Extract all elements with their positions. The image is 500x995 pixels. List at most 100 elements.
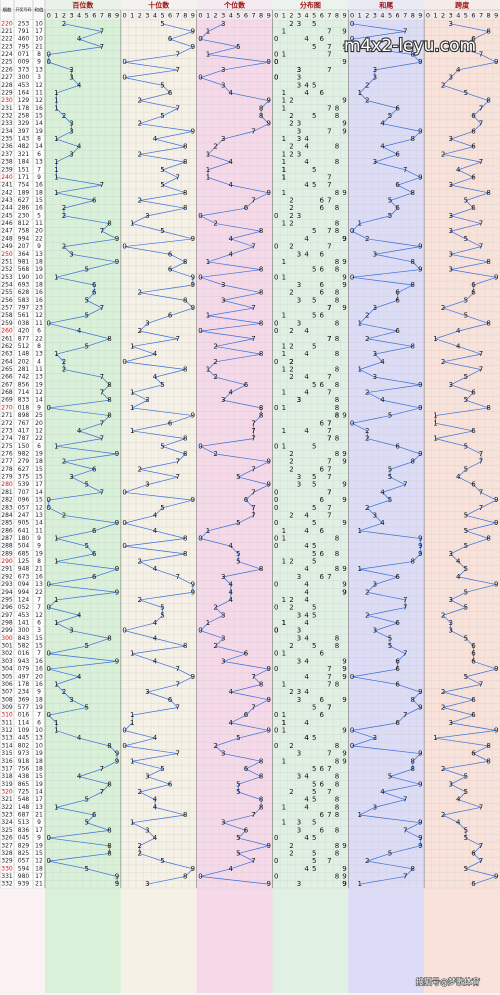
- digit-mark: 2: [62, 458, 66, 466]
- sum: 23: [35, 305, 43, 312]
- issue: 233: [1, 120, 13, 127]
- distribution-mark: 7: [327, 765, 331, 773]
- issue: 320: [1, 788, 13, 795]
- distribution-mark: 9: [342, 750, 346, 758]
- distribution-mark: 4: [304, 327, 309, 335]
- digit-header: 8: [335, 12, 339, 20]
- digit-mark: 0: [198, 273, 202, 281]
- distribution-mark: 4: [304, 542, 309, 550]
- digit-mark: 4: [77, 673, 82, 681]
- digit-header: 0: [350, 12, 354, 20]
- distribution-mark: 1: [282, 273, 286, 281]
- sum: 13: [35, 804, 43, 811]
- distribution-mark: 3: [297, 66, 301, 74]
- digit-mark: 9: [115, 757, 119, 765]
- digit-mark: 4: [77, 611, 82, 619]
- sum: 6: [37, 328, 41, 335]
- distribution-mark: 7: [327, 104, 331, 112]
- distribution-mark: 0: [274, 442, 278, 450]
- number: 918: [18, 758, 30, 765]
- sum: 20: [35, 228, 43, 235]
- digit-mark: 7: [100, 28, 104, 36]
- sum: 9: [37, 543, 41, 550]
- distribution-mark: 0: [274, 834, 278, 842]
- digit-header: 3: [297, 12, 301, 20]
- issue: 274: [1, 435, 13, 442]
- digit-mark: 6: [471, 650, 476, 658]
- issue: 316: [1, 758, 13, 765]
- digit-mark: 9: [418, 842, 422, 850]
- digit-mark: 4: [456, 342, 461, 350]
- distribution-mark: 2: [289, 289, 293, 297]
- sum: 6: [37, 443, 41, 450]
- distribution-mark: 9: [342, 673, 346, 681]
- digit-mark: 7: [251, 435, 255, 443]
- distribution-mark: 2: [289, 120, 293, 128]
- number: 627: [18, 466, 30, 473]
- digit-mark: 3: [221, 657, 225, 665]
- sum: 21: [35, 566, 43, 573]
- digit-mark: 3: [145, 688, 149, 696]
- distribution-mark: 1: [282, 312, 286, 320]
- distribution-mark: 5: [312, 81, 316, 89]
- distribution-mark: 8: [335, 842, 339, 850]
- digit-mark: 8: [486, 319, 490, 327]
- digit-mark: 8: [107, 826, 111, 834]
- digit-mark: 2: [365, 588, 369, 596]
- digit-header: 7: [251, 12, 255, 20]
- digit-mark: 7: [479, 158, 483, 166]
- issue: 295: [1, 596, 13, 603]
- digit-header: 1: [54, 12, 58, 20]
- digit-mark: 9: [418, 819, 422, 827]
- issue: 309: [1, 704, 13, 711]
- digit-header: 0: [198, 12, 202, 20]
- issue: 327: [1, 842, 13, 849]
- digit-mark: 6: [395, 442, 400, 450]
- digit-mark: 3: [448, 627, 452, 635]
- digit-mark: 1: [54, 158, 58, 166]
- distribution-mark: 7: [327, 427, 331, 435]
- distribution-mark: 7: [327, 458, 331, 466]
- distribution-mark: 1: [282, 534, 286, 542]
- digit-mark: 3: [145, 396, 149, 404]
- sum: 15: [35, 643, 43, 650]
- distribution-mark: 7: [327, 473, 331, 481]
- distribution-mark: 1: [282, 404, 286, 412]
- number: 148: [18, 351, 30, 358]
- digit-header: 5: [388, 12, 392, 20]
- number: 253: [18, 20, 30, 27]
- digit-header: 1: [433, 12, 437, 20]
- distribution-mark: 0: [274, 58, 278, 66]
- digit-mark: 3: [145, 319, 149, 327]
- distribution-mark: 2: [289, 688, 293, 696]
- digit-mark: 7: [479, 450, 483, 458]
- number: 109: [18, 727, 30, 734]
- column-header: 期数: [3, 7, 12, 14]
- digit-mark: 7: [100, 765, 104, 773]
- digit-mark: 4: [153, 565, 158, 573]
- distribution-mark: 0: [274, 319, 278, 327]
- digit-mark: 3: [69, 127, 73, 135]
- number: 247: [18, 512, 30, 519]
- distribution-mark: 5: [312, 857, 316, 865]
- distribution-mark: 0: [274, 212, 278, 220]
- issue: 237: [1, 151, 13, 158]
- distribution-mark: 3: [297, 826, 301, 834]
- digit-mark: 9: [191, 588, 195, 596]
- digit-mark: 9: [418, 550, 422, 558]
- digit-mark: 3: [69, 74, 73, 82]
- digit-mark: 7: [100, 181, 104, 189]
- digit-mark: 5: [388, 465, 392, 473]
- digit-mark: 3: [373, 304, 377, 312]
- distribution-mark: 8: [335, 565, 339, 573]
- distribution-mark: 0: [274, 327, 278, 335]
- digit-mark: 6: [168, 89, 173, 97]
- digit-mark: 1: [206, 258, 210, 266]
- distribution-mark: 0: [274, 665, 278, 673]
- digit-mark: 6: [92, 573, 97, 581]
- digit-header: 6: [92, 12, 96, 20]
- number: 079: [18, 666, 30, 673]
- distribution-mark: 6: [320, 650, 325, 658]
- digit-mark: 8: [411, 258, 415, 266]
- digit-mark: 1: [54, 166, 58, 174]
